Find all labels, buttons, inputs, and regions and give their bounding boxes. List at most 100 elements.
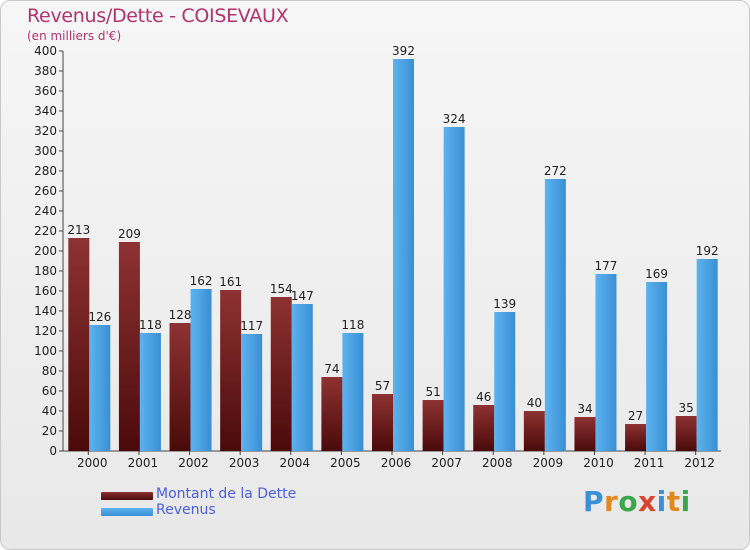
bar-revenus	[139, 333, 161, 451]
data-label-dette: 34	[577, 402, 592, 416]
y-tick-label: 320	[34, 124, 57, 138]
bar-dette	[321, 377, 343, 451]
logo-letter: o	[618, 485, 639, 518]
logo-letter: i	[680, 485, 691, 518]
data-label-revenus: 118	[341, 318, 364, 332]
data-label-dette: 35	[679, 401, 694, 415]
bar-revenus	[443, 127, 465, 451]
data-label-revenus: 324	[443, 112, 466, 126]
bar-dette	[220, 290, 242, 451]
legend-label-dette: Montant de la Dette	[156, 486, 297, 502]
data-label-dette: 57	[375, 379, 390, 393]
x-tick-label: 2008	[482, 456, 513, 470]
data-label-revenus: 162	[190, 274, 213, 288]
x-tick-label: 2011	[634, 456, 665, 470]
y-tick-label: 360	[34, 84, 57, 98]
legend-swatch-dette	[101, 492, 153, 500]
data-label-revenus: 177	[595, 259, 618, 273]
x-tick-label: 2005	[330, 456, 361, 470]
y-tick-label: 220	[34, 224, 57, 238]
y-tick-label: 180	[34, 264, 57, 278]
y-tick-label: 260	[34, 184, 57, 198]
legend-swatch-revenus	[101, 508, 153, 516]
data-label-dette: 161	[219, 275, 242, 289]
data-label-revenus: 392	[392, 44, 415, 58]
bar-revenus	[89, 325, 111, 451]
bar-revenus	[494, 312, 516, 451]
bar-dette	[68, 238, 90, 451]
y-tick-label: 60	[42, 384, 57, 398]
bar-dette	[675, 416, 697, 451]
y-tick-label: 300	[34, 144, 57, 158]
bar-dette	[473, 405, 495, 451]
bar-dette	[372, 394, 393, 451]
data-label-revenus: 147	[291, 289, 314, 303]
chart-subtitle: (en milliers d'€)	[27, 29, 122, 43]
data-label-revenus: 117	[240, 319, 263, 333]
y-tick-label: 40	[42, 404, 57, 418]
y-tick-label: 200	[34, 244, 57, 258]
logo-letter: P	[583, 485, 605, 518]
data-label-dette: 27	[628, 409, 643, 423]
data-label-dette: 128	[169, 308, 192, 322]
data-label-dette: 51	[425, 385, 440, 399]
chart-title: Revenus/Dette - COISEVAUX	[27, 5, 289, 27]
bar-revenus	[696, 259, 718, 451]
bar-revenus	[190, 289, 212, 451]
bar-dette	[169, 323, 191, 451]
x-tick-label: 2003	[229, 456, 260, 470]
data-label-revenus: 126	[88, 310, 111, 324]
data-label-revenus: 169	[645, 267, 668, 281]
x-tick-label: 2002	[178, 456, 209, 470]
y-tick-label: 240	[34, 204, 57, 218]
x-tick-label: 2004	[279, 456, 310, 470]
bar-revenus	[393, 59, 414, 451]
y-tick-label: 140	[34, 304, 57, 318]
data-label-dette: 74	[324, 362, 339, 376]
legend-label-revenus: Revenus	[156, 502, 216, 518]
y-tick-label: 100	[34, 344, 57, 358]
y-tick-label: 0	[49, 444, 57, 458]
bar-revenus	[646, 282, 668, 451]
y-tick-label: 80	[42, 364, 57, 378]
x-tick-label: 2006	[381, 456, 412, 470]
x-tick-label: 2010	[583, 456, 614, 470]
logo-letter: i	[656, 485, 667, 518]
y-tick-label: 20	[42, 424, 57, 438]
data-label-dette: 46	[476, 390, 491, 404]
y-tick-label: 120	[34, 324, 57, 338]
x-tick-label: 2000	[77, 456, 108, 470]
bar-revenus	[291, 304, 313, 451]
x-tick-label: 2001	[128, 456, 159, 470]
y-tick-label: 280	[34, 164, 57, 178]
bar-revenus	[342, 333, 364, 451]
data-label-revenus: 139	[493, 297, 516, 311]
bar-revenus	[241, 334, 263, 451]
data-label-dette: 209	[118, 227, 141, 241]
y-tick-label: 400	[34, 44, 57, 58]
x-tick-label: 2012	[684, 456, 715, 470]
y-tick-label: 380	[34, 64, 57, 78]
data-label-dette: 40	[527, 396, 542, 410]
data-label-revenus: 118	[139, 318, 162, 332]
logo-letter: x	[638, 485, 657, 518]
bar-dette	[523, 411, 545, 451]
bar-revenus	[595, 274, 617, 451]
data-label-dette: 213	[67, 223, 90, 237]
bar-dette	[118, 242, 140, 451]
logo-letter: t	[666, 485, 681, 518]
y-tick-label: 160	[34, 284, 57, 298]
bar-dette	[422, 400, 444, 451]
bar-dette	[270, 297, 292, 451]
bar-revenus	[544, 179, 566, 451]
data-label-dette: 154	[270, 282, 293, 296]
data-label-revenus: 192	[696, 244, 719, 258]
bar-dette	[574, 417, 596, 451]
bars	[68, 59, 718, 451]
y-tick-label: 340	[34, 104, 57, 118]
proxiti-logo: Proxiti	[583, 485, 691, 518]
logo-letter: r	[604, 485, 619, 518]
